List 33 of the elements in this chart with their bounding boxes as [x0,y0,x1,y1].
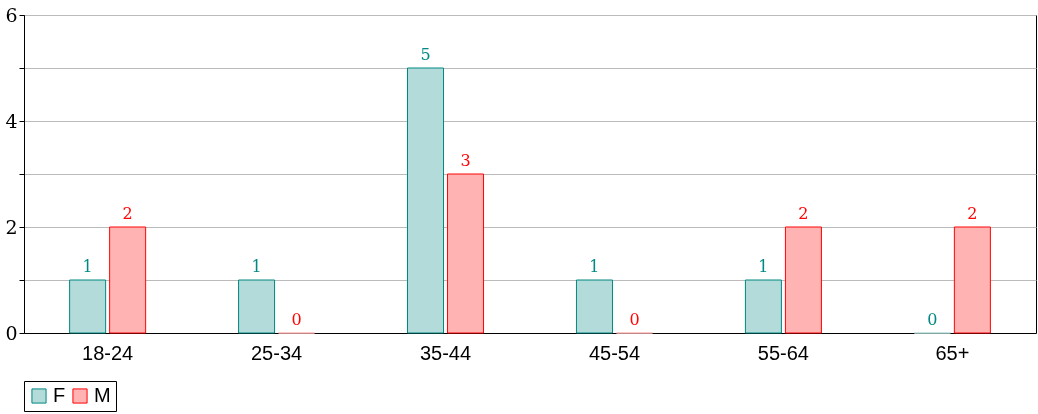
bar [784,226,822,334]
x-tick-label: 35-44 [419,341,472,364]
bar [575,279,613,334]
bar [447,173,485,334]
legend-label: M [94,384,111,406]
data-label: 5 [420,45,431,64]
data-label: 2 [122,204,133,223]
data-label: 2 [967,204,978,223]
data-label: 1 [758,257,769,276]
data-label: 1 [251,257,262,276]
x-tick-label: 18-24 [82,341,134,364]
x-tick-label: 65+ [935,341,970,364]
bar [407,67,445,334]
data-label: 1 [589,257,600,276]
bar [953,226,991,334]
bar [109,226,147,334]
y-tick-label: 0 [5,321,18,344]
bar [69,279,107,334]
data-label: 0 [927,310,938,329]
data-label: 2 [798,204,809,223]
bar [238,279,276,334]
y-tick-label: 4 [5,109,18,132]
x-tick-label: 55-64 [757,341,809,364]
y-tick-label: 6 [5,3,18,26]
data-label: 0 [291,310,302,329]
data-label: 3 [460,151,471,170]
x-tick-label: 45-54 [588,341,641,364]
bar [744,279,782,334]
legend-label: F [53,384,66,406]
data-label: 0 [629,310,640,329]
x-tick-label: 25-34 [251,341,303,364]
data-label: 1 [82,257,93,276]
y-tick-label: 2 [5,215,18,238]
